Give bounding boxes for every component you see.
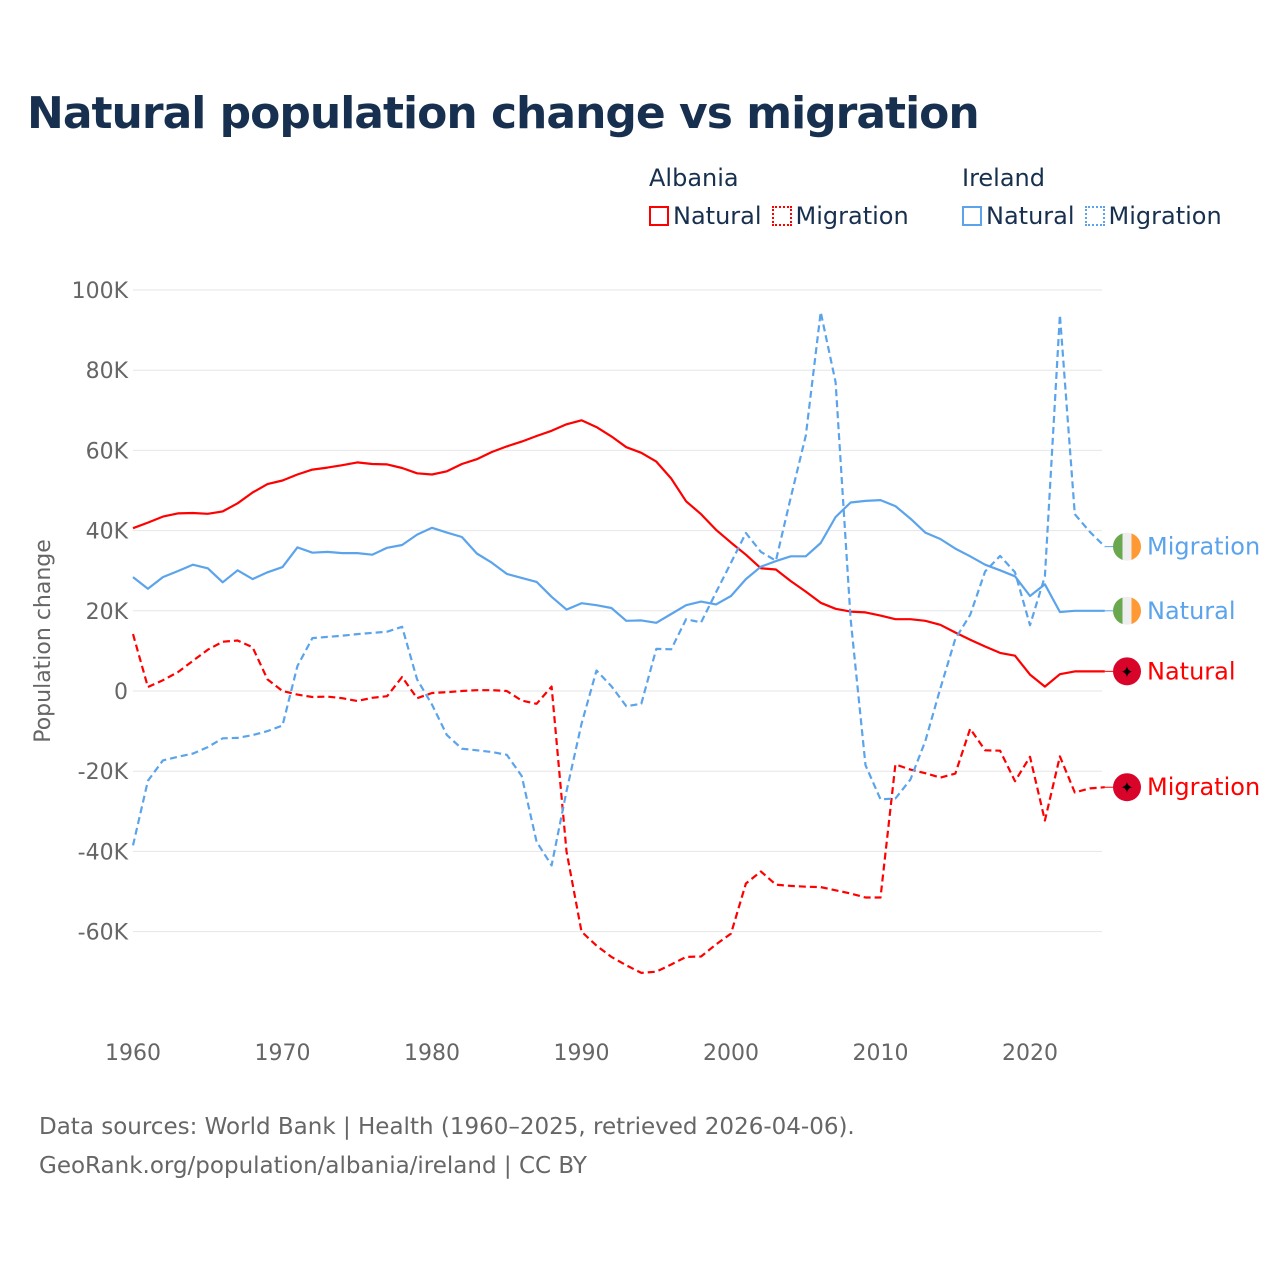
legend-swatch (649, 206, 669, 226)
albania-flag-icon: ✦ (1113, 773, 1141, 802)
ireland-flag-icon (1113, 596, 1141, 625)
y-tick-label: -20K (78, 760, 129, 785)
svg-text:✦: ✦ (1120, 778, 1133, 797)
y-tick-label: 40K (86, 520, 129, 545)
legend-item-ireland-natural[interactable]: Natural (962, 202, 1075, 230)
y-tick-label: 80K (86, 359, 129, 384)
x-tick-label: 1970 (255, 1041, 311, 1066)
legend-label: Natural (673, 202, 762, 230)
legend-swatch (962, 206, 982, 226)
legend-group-title: Albania (649, 164, 739, 192)
y-tick-label: -40K (78, 840, 129, 865)
x-tick-label: 1990 (554, 1041, 610, 1066)
y-tick-label: 0 (114, 680, 128, 705)
source-note: Data sources: World Bank | Health (1960–… (39, 1108, 855, 1186)
x-tick-label: 1980 (404, 1041, 460, 1066)
legend-item-ireland-migration[interactable]: Migration (1084, 202, 1222, 230)
series-line-ireland-migration (131, 311, 1106, 867)
x-tick-label: 2010 (853, 1041, 909, 1066)
series-end-label: Natural (1147, 657, 1236, 685)
legend-label: Migration (1108, 202, 1222, 230)
svg-text:✦: ✦ (1120, 662, 1133, 681)
legend-item-albania-natural[interactable]: Natural (649, 202, 762, 230)
series-end-label: Natural (1147, 597, 1236, 625)
y-tick-label: 100K (72, 279, 129, 304)
y-tick-label: 20K (86, 600, 129, 625)
series-end-label: Migration (1147, 773, 1260, 801)
legend-swatch (771, 206, 792, 226)
y-axis-label: Population change (31, 539, 56, 743)
legend-group-title: Ireland (962, 164, 1046, 192)
albania-flag-icon: ✦ (1113, 657, 1141, 686)
legend-group-albania: Albania Natural Migration (649, 164, 909, 230)
y-tick-label: -60K (78, 921, 129, 946)
x-tick-label: 2020 (1002, 1041, 1058, 1066)
legend-swatch (1084, 206, 1105, 226)
ireland-flag-icon (1113, 532, 1141, 561)
chart-title: Natural population change vs migration (27, 88, 980, 139)
source-line-2[interactable]: GeoRank.org/population/albania/ireland |… (39, 1153, 587, 1179)
legend-item-albania-migration[interactable]: Migration (771, 202, 909, 230)
legend-group-ireland: Ireland Natural Migration (962, 164, 1222, 230)
x-tick-label: 1960 (105, 1041, 161, 1066)
series-end-label: Migration (1147, 533, 1260, 561)
series-line-albania-migration (131, 633, 1105, 975)
series-line-ireland-natural (132, 499, 1105, 624)
source-line-1: Data sources: World Bank | Health (1960–… (39, 1114, 855, 1140)
legend-label: Migration (795, 202, 909, 230)
series-line-albania-natural (132, 419, 1105, 688)
x-tick-label: 2000 (703, 1041, 759, 1066)
legend-label: Natural (986, 202, 1075, 230)
y-tick-label: 60K (86, 439, 129, 464)
